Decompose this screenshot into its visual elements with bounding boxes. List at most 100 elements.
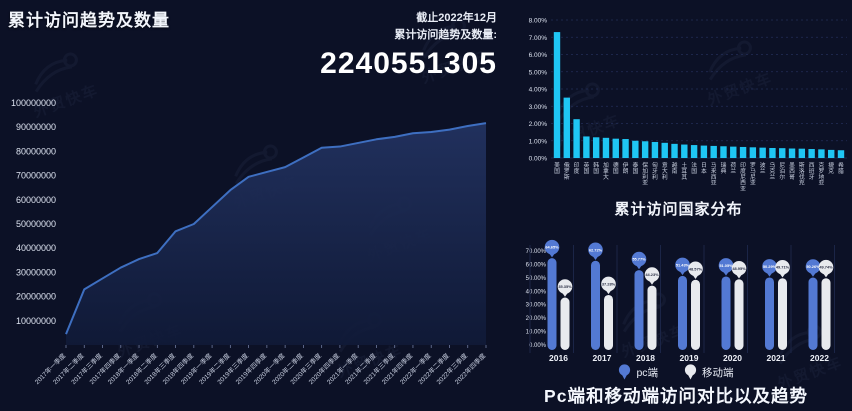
- svg-text:51.43%: 51.43%: [676, 262, 690, 267]
- svg-text:5.00%: 5.00%: [529, 69, 548, 76]
- svg-text:60000000: 60000000: [16, 195, 56, 205]
- svg-text:乌克兰: 乌克兰: [770, 161, 776, 181]
- svg-text:40.00%: 40.00%: [526, 289, 547, 295]
- svg-text:20000000: 20000000: [16, 292, 56, 302]
- svg-text:50.29%: 50.29%: [763, 264, 777, 269]
- svg-text:罗马尼亚: 罗马尼亚: [750, 162, 756, 187]
- legend-item-pc[interactable]: pc端: [618, 364, 658, 381]
- svg-text:8.00%: 8.00%: [529, 18, 548, 25]
- country-panel: 0.00% 1.00% 2.00% 3.00% 4.00% 5.00% 6.00% 7.00%…: [505, 0, 852, 230]
- page-title: 累计访问趋势及数量: [8, 11, 170, 30]
- svg-text:2019: 2019: [680, 353, 699, 363]
- svg-text:保加利亚: 保加利亚: [642, 161, 648, 187]
- device-chart-legend: pc端 移动端: [500, 364, 852, 381]
- svg-text:印度尼西亚: 印度尼西亚: [740, 162, 746, 193]
- svg-text:2022: 2022: [810, 353, 829, 363]
- svg-text:英国: 英国: [583, 161, 589, 175]
- legend-item-mobile[interactable]: 移动端: [684, 364, 734, 381]
- device-panel: 0.00% 10.00% 20.00% 30.00% 40.00% 50.00% 60.00…: [500, 233, 852, 411]
- svg-text:40000000: 40000000: [16, 243, 56, 253]
- svg-text:50.00%: 50.00%: [526, 276, 547, 282]
- svg-text:希腊: 希腊: [838, 161, 844, 175]
- svg-text:斯洛伐克: 斯洛伐克: [799, 161, 805, 187]
- svg-text:6.00%: 6.00%: [529, 52, 548, 59]
- svg-text:克罗地亚: 克罗地亚: [819, 162, 825, 187]
- mobile-legend-icon: [684, 364, 697, 381]
- svg-text:20.00%: 20.00%: [526, 316, 547, 322]
- svg-text:10000000: 10000000: [16, 316, 56, 326]
- svg-text:墨西哥: 墨西哥: [789, 162, 795, 181]
- svg-text:48.95%: 48.95%: [732, 266, 746, 271]
- asof-label: 累计访问趋势及数量:: [394, 28, 497, 41]
- svg-text:土耳其: 土耳其: [681, 161, 687, 181]
- svg-text:2016: 2016: [549, 353, 568, 363]
- pc-legend-icon: [618, 364, 631, 381]
- svg-text:匈牙利: 匈牙利: [652, 161, 658, 181]
- svg-text:2017年一季度: 2017年一季度: [32, 351, 67, 386]
- svg-text:100000000: 100000000: [11, 98, 56, 108]
- country-chart-title: 累计访问国家分布: [614, 201, 743, 218]
- svg-text:德国: 德国: [613, 161, 619, 175]
- svg-text:51.05%: 51.05%: [719, 263, 733, 268]
- svg-text:0.00%: 0.00%: [529, 156, 548, 163]
- svg-text:印度: 印度: [574, 162, 580, 175]
- svg-text:越南: 越南: [672, 161, 678, 175]
- svg-text:55.77%: 55.77%: [632, 257, 646, 262]
- svg-text:10.00%: 10.00%: [526, 330, 547, 336]
- svg-text:日本: 日本: [701, 162, 707, 175]
- svg-text:49.74%: 49.74%: [819, 265, 833, 270]
- svg-text:荷兰: 荷兰: [730, 161, 736, 175]
- svg-text:捷克: 捷克: [828, 161, 834, 175]
- svg-text:美国: 美国: [554, 161, 560, 175]
- pc-legend-label: pc端: [636, 367, 659, 379]
- svg-text:2021: 2021: [767, 353, 786, 363]
- trend-panel: 累计访问趋势及数量 截止2022年12月 累计访问趋势及数量: 22405513…: [8, 10, 497, 386]
- svg-text:3.00%: 3.00%: [529, 104, 548, 111]
- svg-text:4.00%: 4.00%: [529, 87, 548, 94]
- svg-text:加拿大: 加拿大: [603, 161, 609, 181]
- svg-text:西班牙: 西班牙: [809, 162, 815, 181]
- svg-text:尼泊尔: 尼泊尔: [779, 162, 785, 181]
- asof-block: 截止2022年12月 累计访问趋势及数量: 2240551305: [320, 10, 497, 81]
- svg-text:70000000: 70000000: [16, 171, 56, 181]
- svg-text:马来西亚: 马来西亚: [711, 161, 717, 187]
- svg-text:2020: 2020: [723, 353, 742, 363]
- svg-text:37.28%: 37.28%: [602, 281, 616, 286]
- svg-text:1.00%: 1.00%: [529, 138, 548, 145]
- cumulative-trend-chart: 10000000 20000000 30000000 40000000 50000000…: [11, 98, 488, 386]
- total-visits-value: 2240551305: [320, 47, 497, 80]
- svg-text:2017: 2017: [593, 353, 612, 363]
- mobile-legend-label: 移动端: [702, 367, 734, 379]
- svg-text:90000000: 90000000: [16, 122, 56, 132]
- svg-text:泰国: 泰国: [632, 161, 638, 175]
- svg-text:80000000: 80000000: [16, 146, 56, 156]
- svg-text:44.23%: 44.23%: [645, 272, 659, 277]
- svg-text:60.00%: 60.00%: [526, 262, 547, 268]
- svg-text:35.35%: 35.35%: [558, 284, 572, 289]
- svg-text:30000000: 30000000: [16, 267, 56, 277]
- svg-text:瑞典: 瑞典: [721, 161, 727, 175]
- svg-text:50.26%: 50.26%: [806, 264, 820, 269]
- device-chart-title: Pc端和移动端访问对比以及趋势: [544, 386, 808, 406]
- svg-text:法国: 法国: [691, 161, 697, 175]
- svg-text:30.00%: 30.00%: [526, 303, 547, 309]
- svg-text:2.00%: 2.00%: [529, 121, 548, 128]
- device-comparison-chart: 0.00% 10.00% 20.00% 30.00% 40.00% 50.00% 60.00…: [526, 239, 835, 363]
- svg-text:64.65%: 64.65%: [545, 245, 559, 250]
- asof-date: 截止2022年12月: [416, 12, 497, 24]
- svg-text:伊朗: 伊朗: [623, 161, 629, 175]
- svg-text:意大利: 意大利: [662, 161, 668, 181]
- svg-text:韩国: 韩国: [593, 161, 599, 175]
- svg-text:2018: 2018: [636, 353, 655, 363]
- svg-text:49.71%: 49.71%: [776, 265, 790, 270]
- svg-text:波兰: 波兰: [760, 161, 766, 175]
- svg-text:0.00%: 0.00%: [529, 343, 547, 349]
- country-distribution-chart: 0.00% 1.00% 2.00% 3.00% 4.00% 5.00% 6.00% 7.00%…: [529, 18, 847, 193]
- svg-text:50000000: 50000000: [16, 219, 56, 229]
- svg-text:70.00%: 70.00%: [526, 249, 547, 255]
- svg-text:7.00%: 7.00%: [529, 35, 548, 42]
- svg-text:俄罗斯: 俄罗斯: [564, 161, 570, 181]
- svg-text:48.57%: 48.57%: [689, 266, 703, 271]
- svg-text:62.72%: 62.72%: [589, 247, 603, 252]
